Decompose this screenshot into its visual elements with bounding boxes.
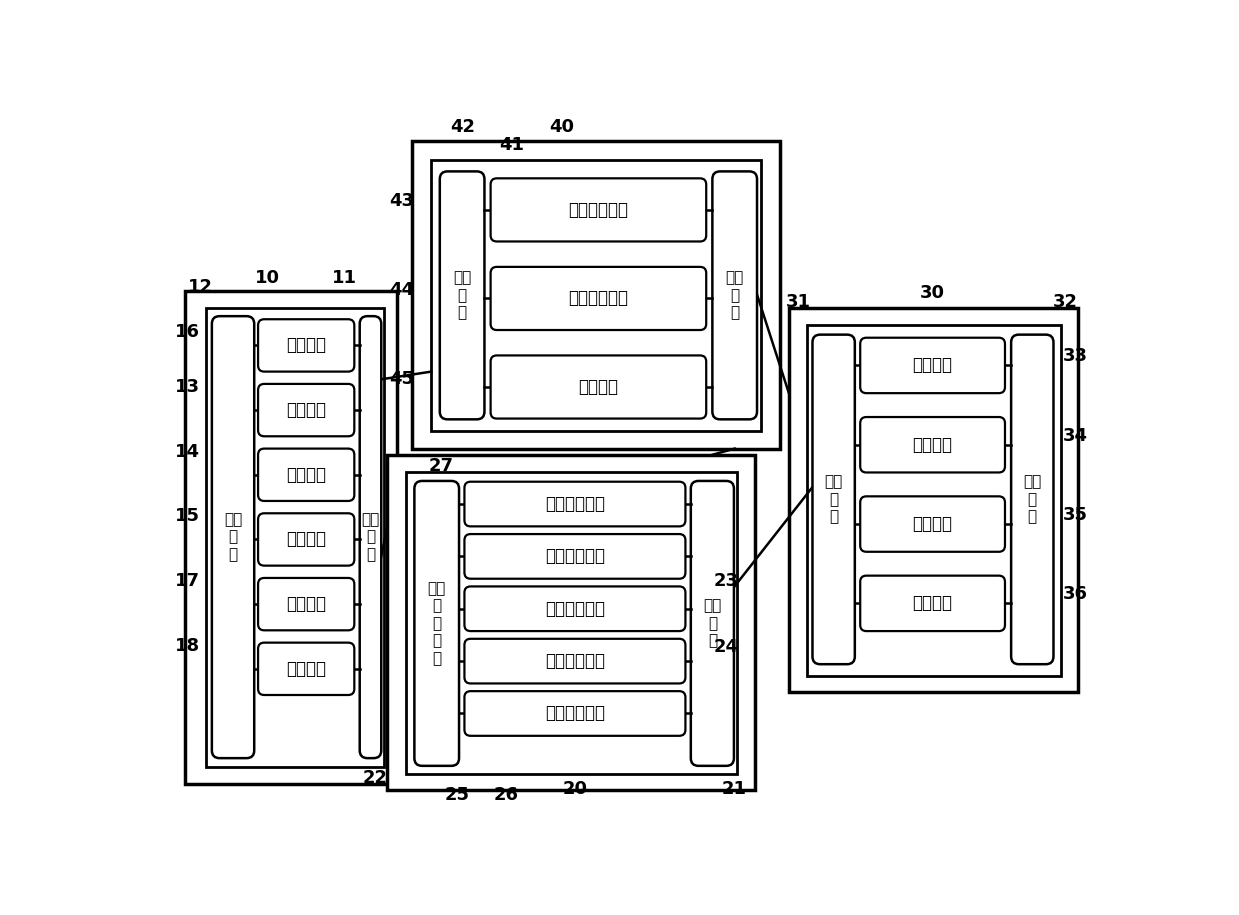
Bar <box>807 326 1061 676</box>
Text: 数据
存
储
模
块: 数据 存 储 模 块 <box>427 581 446 666</box>
Text: 11: 11 <box>332 269 357 286</box>
Text: 通信
模
块: 通信 模 块 <box>362 512 379 562</box>
Text: 20: 20 <box>563 780 587 798</box>
Text: 决策生成模块: 决策生成模块 <box>545 495 605 513</box>
FancyBboxPatch shape <box>440 171 484 419</box>
FancyBboxPatch shape <box>860 496 1005 552</box>
Text: 36: 36 <box>1063 585 1088 603</box>
FancyBboxPatch shape <box>258 384 354 436</box>
Text: 机器翻译模块: 机器翻译模块 <box>545 547 605 565</box>
Text: 通信
模
块: 通信 模 块 <box>704 598 721 649</box>
Text: 显示
模
块: 显示 模 块 <box>224 512 242 562</box>
Text: 33: 33 <box>1063 347 1088 365</box>
Bar <box>388 455 756 791</box>
Text: 12: 12 <box>188 278 213 296</box>
FancyBboxPatch shape <box>491 178 706 242</box>
FancyBboxPatch shape <box>258 319 354 371</box>
Text: 24: 24 <box>714 639 738 656</box>
Text: 26: 26 <box>493 786 518 804</box>
Bar <box>185 291 396 783</box>
FancyBboxPatch shape <box>258 642 354 695</box>
Text: 显示
模
块: 显示 模 块 <box>1023 475 1042 524</box>
Text: 40: 40 <box>549 118 574 135</box>
FancyBboxPatch shape <box>813 335 855 664</box>
FancyBboxPatch shape <box>860 576 1005 631</box>
Text: 14: 14 <box>175 443 199 460</box>
Bar <box>431 160 761 431</box>
Text: 注册模块: 注册模块 <box>286 337 326 354</box>
Text: 22: 22 <box>363 770 388 787</box>
FancyBboxPatch shape <box>491 355 706 418</box>
Text: 语音模块: 语音模块 <box>913 436 953 454</box>
Text: 显示
模
块: 显示 模 块 <box>453 271 471 320</box>
FancyBboxPatch shape <box>414 481 458 766</box>
Text: 31: 31 <box>786 294 812 311</box>
Text: 21: 21 <box>721 780 746 798</box>
Text: 语音模块: 语音模块 <box>286 401 326 419</box>
Text: 注册模块: 注册模块 <box>913 357 953 374</box>
Bar <box>789 308 1078 692</box>
Text: 通信
模
块: 通信 模 块 <box>726 271 743 320</box>
Text: 45: 45 <box>389 371 415 388</box>
Text: 订单分发模块: 订单分发模块 <box>545 652 605 670</box>
Text: 30: 30 <box>919 284 944 302</box>
FancyBboxPatch shape <box>465 639 685 684</box>
FancyBboxPatch shape <box>465 587 685 631</box>
FancyBboxPatch shape <box>258 578 354 630</box>
Text: 个人模块: 个人模块 <box>579 378 618 396</box>
Text: 反馈模块: 反馈模块 <box>286 531 326 548</box>
Text: 语料学习模块: 语料学习模块 <box>545 705 605 723</box>
Text: 34: 34 <box>1063 426 1088 445</box>
FancyBboxPatch shape <box>491 267 706 330</box>
Text: 定位模块: 定位模块 <box>286 660 326 678</box>
Text: 个人模块: 个人模块 <box>286 595 326 613</box>
Text: 16: 16 <box>175 323 199 340</box>
FancyBboxPatch shape <box>860 417 1005 472</box>
Text: 42: 42 <box>451 118 476 135</box>
Text: 15: 15 <box>175 507 199 525</box>
Text: 44: 44 <box>389 281 415 299</box>
Bar <box>206 308 384 768</box>
Text: 27: 27 <box>429 457 453 475</box>
Text: 个人模块: 个人模块 <box>913 595 953 612</box>
FancyBboxPatch shape <box>1011 335 1053 664</box>
Text: 43: 43 <box>389 191 415 210</box>
FancyBboxPatch shape <box>465 481 685 526</box>
FancyBboxPatch shape <box>258 513 354 565</box>
FancyBboxPatch shape <box>691 481 733 766</box>
Text: 13: 13 <box>175 378 199 396</box>
Text: 32: 32 <box>1053 294 1078 311</box>
FancyBboxPatch shape <box>465 534 685 578</box>
Text: 25: 25 <box>445 786 470 804</box>
Text: 35: 35 <box>1063 506 1088 523</box>
Bar <box>413 141 781 448</box>
FancyBboxPatch shape <box>258 448 354 501</box>
Text: 译员评分模块: 译员评分模块 <box>545 599 605 618</box>
Text: 23: 23 <box>714 572 738 590</box>
Text: 翻译模块: 翻译模块 <box>913 515 953 533</box>
FancyBboxPatch shape <box>465 691 685 736</box>
Text: 18: 18 <box>175 637 199 655</box>
FancyBboxPatch shape <box>860 338 1005 393</box>
Text: 17: 17 <box>175 572 199 590</box>
Text: 口音评分模块: 口音评分模块 <box>569 289 628 307</box>
FancyBboxPatch shape <box>359 317 382 759</box>
Text: 翻译模块: 翻译模块 <box>286 466 326 484</box>
FancyBboxPatch shape <box>212 317 254 759</box>
Text: 41: 41 <box>499 136 524 155</box>
Text: 通信
模
块: 通信 模 块 <box>824 475 843 524</box>
Bar <box>406 472 737 774</box>
Text: 10: 10 <box>255 269 280 286</box>
FancyBboxPatch shape <box>712 171 757 419</box>
Text: 后台处理模块: 后台处理模块 <box>569 201 628 219</box>
